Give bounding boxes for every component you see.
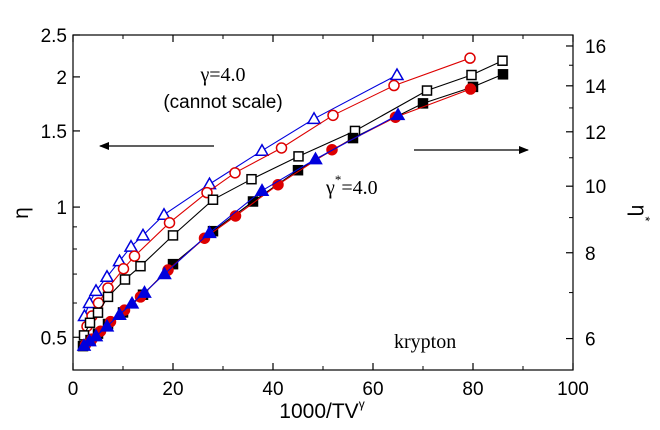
data-point <box>254 143 270 156</box>
series-filled-triangle <box>76 107 406 351</box>
x-tick-label: 60 <box>362 379 383 400</box>
data-point <box>88 328 104 342</box>
y-axis-right: 6 8 10 12 14 16 <box>566 37 607 351</box>
y-axis-left: 0.5 1 1.5 2 2.5 <box>41 26 80 349</box>
data-point <box>464 52 476 64</box>
data-point <box>497 55 508 66</box>
data-point <box>464 83 477 95</box>
series-open-square <box>78 55 508 341</box>
data-point <box>102 291 114 303</box>
plot-border <box>72 34 574 371</box>
y2-tick-label: 8 <box>585 244 596 265</box>
data-point <box>137 285 152 298</box>
data-point <box>135 260 146 272</box>
x-tick-label: 20 <box>162 379 183 400</box>
y-axis-right-label-superscript: * <box>638 216 653 221</box>
data-point <box>421 85 433 96</box>
y2-tick-label: 16 <box>585 37 606 58</box>
x-tick-label: 80 <box>462 379 483 400</box>
data-point <box>202 225 217 239</box>
x-axis-label: 1000/TVγ <box>279 397 364 423</box>
y2-tick-label: 10 <box>585 177 606 198</box>
y2-tick-label: 6 <box>585 330 596 351</box>
data-point <box>163 216 176 229</box>
series-line <box>82 73 504 347</box>
data-point <box>99 318 115 332</box>
data-point <box>293 151 304 162</box>
data-point <box>308 151 323 165</box>
y-tick-label: 1 <box>56 198 67 219</box>
x-axis: 0 20 40 60 80 100 <box>68 35 589 400</box>
y2-tick-label: 12 <box>585 123 606 144</box>
annotation-krypton: krypton <box>394 331 456 353</box>
data-point <box>82 295 97 309</box>
annotation-gamma-star: γ*=4.0 <box>325 172 378 199</box>
data-point <box>112 307 127 320</box>
data-point <box>99 269 115 283</box>
data-point <box>207 194 219 205</box>
data-point <box>167 230 179 241</box>
data-point <box>117 263 130 275</box>
y-tick-label: 2 <box>56 68 67 89</box>
data-point <box>202 176 217 190</box>
y-axis-right-label: η* <box>627 205 653 222</box>
x-tick-label: 100 <box>557 379 589 400</box>
x-tick-label: 40 <box>262 379 283 400</box>
data-point <box>92 307 104 318</box>
data-point <box>128 250 141 262</box>
data-point <box>102 282 114 294</box>
y-tick-label: 1.5 <box>41 122 67 143</box>
series-layer <box>76 52 509 352</box>
data-point <box>157 266 172 280</box>
data-point <box>497 69 509 80</box>
data-point <box>156 207 172 220</box>
data-point <box>135 227 151 241</box>
data-point <box>84 317 96 329</box>
plot-frame <box>72 34 574 371</box>
series-line <box>85 88 471 346</box>
x-tick-label: 0 <box>68 379 79 400</box>
data-point <box>119 274 131 285</box>
data-point <box>466 69 477 81</box>
data-point <box>246 173 257 185</box>
data-point <box>124 295 140 309</box>
data-point <box>390 107 406 121</box>
data-point <box>123 239 139 252</box>
series-filled-square <box>77 69 509 352</box>
annotation-gamma-left: γ=4.0 <box>199 64 245 86</box>
series-filled-circle <box>79 83 477 351</box>
x-axis-label-superscript: γ <box>359 397 365 411</box>
data-point <box>327 109 339 122</box>
y2-tick-label: 14 <box>585 77 607 98</box>
annotation-cannot-scale: (cannot scale) <box>163 92 282 113</box>
series-line <box>83 114 399 347</box>
data-point <box>388 79 400 92</box>
data-point <box>292 164 304 176</box>
y-axis-left-label: η <box>10 207 33 219</box>
y-tick-label: 0.5 <box>41 328 67 349</box>
data-point <box>389 67 405 81</box>
data-point <box>254 183 270 196</box>
data-point <box>417 98 429 109</box>
data-point <box>88 283 104 297</box>
annotation-gamma-star-superscript: * <box>335 172 342 187</box>
data-point <box>306 111 322 125</box>
data-point <box>347 132 359 144</box>
data-point <box>229 167 241 179</box>
y-tick-label: 2.5 <box>41 26 67 47</box>
data-point <box>275 142 288 154</box>
